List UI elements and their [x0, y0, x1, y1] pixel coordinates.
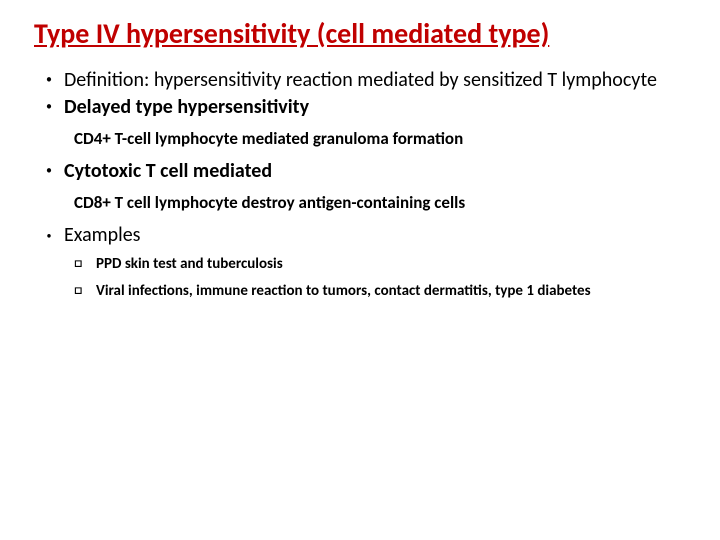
examples-heading-row: • Examples	[34, 223, 686, 247]
bullet-text: Cytotoxic T cell mediated	[64, 159, 686, 184]
example-item: □PPD skin test and tuberculosis	[34, 255, 686, 274]
bullet-subtext: CD8+ T cell lymphocyte destroy antigen-c…	[34, 192, 686, 213]
examples-list: □PPD skin test and tuberculosis□Viral in…	[34, 255, 686, 301]
example-item: □Viral infections, immune reaction to tu…	[34, 282, 686, 301]
bullet-subtext: CD4+ T-cell lymphocyte mediated granulom…	[34, 128, 686, 149]
bullet-item: •Cytotoxic T cell mediated	[34, 159, 686, 184]
bullet-dot-icon: •	[34, 159, 64, 177]
bullet-dot-icon: •	[34, 68, 64, 86]
examples-label: Examples	[64, 223, 686, 247]
square-bullet-icon: □	[74, 255, 96, 272]
bullet-list: •Definition: hypersensitivity reaction m…	[34, 68, 686, 213]
slide-title: Type IV hypersensitivity (cell mediated …	[34, 18, 686, 50]
example-text: PPD skin test and tuberculosis	[96, 255, 686, 274]
bullet-dot-icon: •	[34, 223, 64, 241]
square-bullet-icon: □	[74, 282, 96, 299]
bullet-text: Delayed type hypersensitivity	[64, 95, 686, 120]
bullet-item: •Definition: hypersensitivity reaction m…	[34, 68, 686, 93]
bullet-dot-icon: •	[34, 95, 64, 113]
decor-shape-1	[0, 522, 720, 540]
bullet-text: Definition: hypersensitivity reaction me…	[64, 68, 686, 93]
bullet-item: •Delayed type hypersensitivity	[34, 95, 686, 120]
decor-swoosh	[0, 500, 720, 540]
decor-shape-2	[0, 530, 720, 540]
example-text: Viral infections, immune reaction to tum…	[96, 282, 686, 301]
slide: Type IV hypersensitivity (cell mediated …	[0, 0, 720, 540]
